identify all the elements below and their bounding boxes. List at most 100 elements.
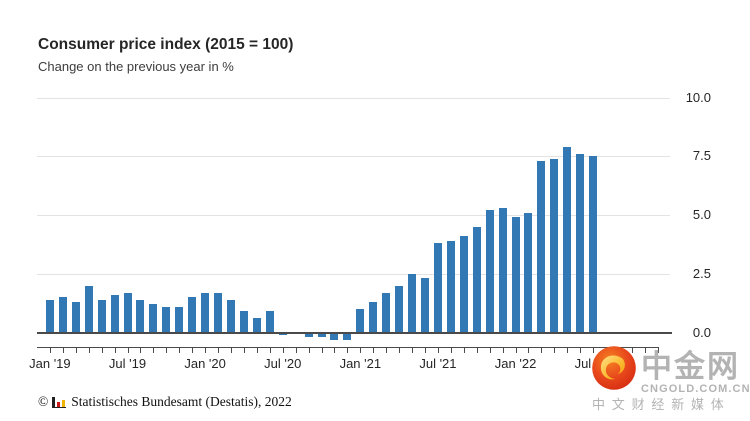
month-tick bbox=[657, 347, 659, 353]
chart-bar bbox=[343, 332, 352, 340]
month-tick bbox=[179, 347, 181, 353]
month-tick bbox=[631, 347, 633, 353]
month-tick bbox=[205, 347, 207, 353]
month-tick bbox=[476, 347, 478, 353]
chart-subtitle: Change on the previous year in % bbox=[38, 59, 234, 74]
chart-bar bbox=[226, 299, 235, 333]
chart-bar bbox=[188, 297, 197, 333]
month-tick bbox=[528, 347, 530, 353]
chart-bar bbox=[84, 285, 93, 333]
x-axis-label: Jul '20 bbox=[264, 356, 302, 371]
y-axis-label: 5.0 bbox=[692, 207, 711, 222]
chart-bar bbox=[550, 158, 559, 333]
month-tick bbox=[437, 347, 439, 353]
chart-bar bbox=[576, 153, 585, 333]
chart-bar bbox=[162, 306, 171, 333]
chart-bar bbox=[58, 297, 67, 333]
month-tick bbox=[347, 347, 349, 353]
month-tick bbox=[373, 347, 375, 353]
chart-bar bbox=[459, 236, 468, 333]
gridline bbox=[37, 273, 670, 275]
chart-bar bbox=[395, 285, 404, 333]
chart-bar bbox=[356, 309, 365, 333]
month-tick bbox=[425, 347, 426, 353]
chart-bar bbox=[136, 299, 145, 333]
month-tick bbox=[515, 347, 517, 353]
chart-bar bbox=[511, 217, 520, 333]
chart-bar bbox=[330, 332, 339, 340]
month-tick bbox=[243, 347, 245, 353]
chart-bar bbox=[239, 311, 248, 333]
month-tick bbox=[644, 347, 646, 353]
chart-bar bbox=[252, 318, 261, 333]
x-axis-label: Jul '22 bbox=[574, 356, 612, 371]
chart-bar bbox=[369, 301, 378, 333]
y-axis-label: 7.5 bbox=[692, 148, 711, 164]
chart-bar bbox=[45, 299, 54, 333]
month-tick bbox=[489, 347, 491, 353]
month-tick bbox=[321, 347, 323, 353]
destatis-logo-icon bbox=[52, 396, 67, 408]
month-tick bbox=[127, 347, 129, 353]
month-tick bbox=[463, 347, 465, 353]
month-tick bbox=[153, 347, 155, 353]
chart-bar bbox=[524, 212, 533, 333]
month-tick bbox=[606, 347, 608, 353]
month-tick bbox=[412, 347, 414, 353]
month-tick bbox=[502, 347, 504, 353]
month-tick bbox=[593, 347, 595, 353]
month-tick bbox=[580, 347, 582, 353]
month-tick bbox=[567, 347, 569, 353]
chart-bar bbox=[421, 278, 429, 333]
chart-bar bbox=[382, 292, 391, 333]
chart-bar bbox=[97, 299, 106, 333]
chart-bar bbox=[71, 301, 80, 333]
chart-bar bbox=[278, 332, 287, 335]
month-tick bbox=[140, 347, 142, 353]
chart-bar bbox=[485, 210, 494, 333]
chart-bar bbox=[472, 226, 481, 333]
chart-bar bbox=[537, 160, 546, 333]
chart-bar bbox=[563, 146, 572, 333]
month-tick bbox=[450, 347, 452, 353]
chart-bar bbox=[123, 292, 132, 333]
month-tick bbox=[308, 347, 310, 353]
chart-bar bbox=[265, 311, 274, 333]
y-axis-label: 0.0 bbox=[692, 324, 711, 340]
chart-bar bbox=[589, 156, 598, 333]
month-tick bbox=[386, 347, 388, 353]
chart-bar bbox=[201, 292, 210, 333]
month-tick bbox=[62, 347, 64, 353]
month-tick bbox=[334, 347, 336, 353]
zero-axis-line bbox=[37, 331, 672, 334]
gridline bbox=[37, 97, 670, 99]
month-tick bbox=[218, 347, 220, 353]
chart-bar bbox=[110, 294, 119, 333]
x-axis-label: Jan '19 bbox=[29, 356, 71, 371]
month-tick bbox=[282, 347, 284, 353]
month-tick bbox=[269, 347, 271, 353]
gridline bbox=[37, 215, 670, 216]
chart-bar bbox=[149, 304, 158, 333]
month-tick bbox=[49, 347, 51, 353]
month-tick bbox=[619, 347, 621, 353]
chart-bar bbox=[446, 240, 455, 333]
x-axis-label: Jan '21 bbox=[339, 356, 382, 371]
month-tick bbox=[554, 347, 556, 353]
month-tick bbox=[399, 347, 401, 353]
y-axis-label: 10.0 bbox=[685, 89, 711, 105]
month-tick bbox=[541, 347, 543, 353]
month-tick bbox=[295, 347, 297, 353]
month-tick bbox=[114, 347, 116, 353]
month-tick bbox=[192, 347, 194, 353]
x-axis-label: Jan '22 bbox=[494, 356, 537, 371]
chart-bar bbox=[304, 332, 313, 338]
month-tick bbox=[88, 347, 90, 353]
month-tick bbox=[166, 347, 168, 353]
x-axis-label: Jul '21 bbox=[419, 356, 457, 371]
chart-bar bbox=[175, 306, 184, 333]
source-text: Statistisches Bundesamt (Destatis), 2022 bbox=[71, 394, 292, 409]
month-tick bbox=[230, 347, 232, 353]
month-tick bbox=[101, 347, 103, 353]
